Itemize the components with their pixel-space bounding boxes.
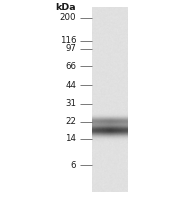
Text: 31: 31 [65,99,76,109]
Text: 116: 116 [60,36,76,45]
Text: 6: 6 [71,161,76,170]
Text: 44: 44 [65,81,76,90]
Text: 200: 200 [60,13,76,22]
Text: 97: 97 [65,44,76,53]
Text: 66: 66 [65,62,76,71]
Text: 22: 22 [65,117,76,126]
Text: kDa: kDa [55,3,76,12]
Text: 14: 14 [65,134,76,143]
